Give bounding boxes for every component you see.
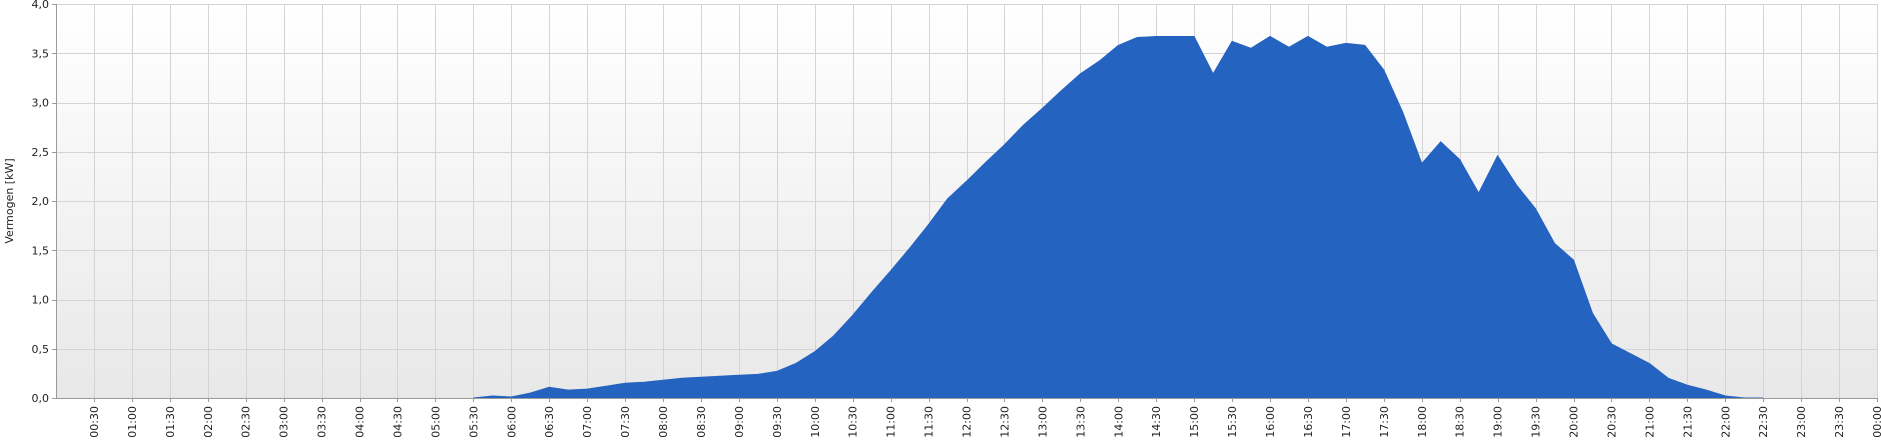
x-tick-label: 15:30: [1226, 406, 1239, 438]
x-tick-label: 03:00: [278, 406, 291, 438]
y-tick-label: 0,0: [32, 392, 50, 405]
x-tick-label: 21:00: [1643, 406, 1656, 438]
y-tick-label: 4,0: [32, 0, 50, 11]
x-tick-label: 08:30: [695, 406, 708, 438]
x-tick-label: 13:00: [1036, 406, 1049, 438]
x-tick-label: 04:00: [354, 406, 367, 438]
x-tick-label: 14:30: [1150, 406, 1163, 438]
y-tick-label: 3,5: [32, 47, 50, 60]
x-tick-label: 17:00: [1340, 406, 1353, 438]
x-tick-label: 10:00: [809, 406, 822, 438]
y-tick-label: 3,0: [32, 97, 50, 110]
x-tick-label: 22:00: [1719, 406, 1732, 438]
x-tick-label: 14:00: [1112, 406, 1125, 438]
x-tick-label: 06:30: [543, 406, 556, 438]
x-tick-label: 09:30: [771, 406, 784, 438]
x-tick-label: 12:00: [961, 406, 974, 438]
x-tick-label: 07:30: [619, 406, 632, 438]
axes: [56, 4, 1877, 399]
x-tick-label: 17:30: [1378, 406, 1391, 438]
y-tick-label: 2,0: [32, 195, 50, 208]
x-tick-label: 20:30: [1605, 406, 1618, 438]
x-tick-label: 11:30: [923, 406, 936, 438]
x-tick-label: 10:30: [847, 406, 860, 438]
x-tick-label: 23:30: [1833, 406, 1846, 438]
series-area: [473, 35, 1764, 399]
x-tick-label: 18:30: [1454, 406, 1467, 438]
series-area-path: [473, 35, 1764, 399]
x-tick-label: 01:00: [126, 406, 139, 438]
x-tick-label: 21:30: [1681, 406, 1694, 438]
x-tick-label: 02:30: [240, 406, 253, 438]
x-tick-label: 16:30: [1302, 406, 1315, 438]
y-axis-title: Vermogen [kW]: [3, 158, 16, 243]
y-tick-label: 0,5: [32, 343, 50, 356]
x-tick-label: 08:00: [657, 406, 670, 438]
x-tick-label: 09:00: [733, 406, 746, 438]
x-tick-label: 03:30: [316, 406, 329, 438]
x-tick-label: 23:00: [1795, 406, 1808, 438]
x-tick-label: 22:30: [1757, 406, 1770, 438]
y-tick-label: 2,5: [32, 146, 50, 159]
x-tick-label: 05:30: [467, 406, 480, 438]
x-tick-label: 18:00: [1416, 406, 1429, 438]
x-tick-label: 07:00: [581, 406, 594, 438]
x-tick-label: 00:30: [88, 406, 101, 438]
x-tick-label: 15:00: [1188, 406, 1201, 438]
y-tick-label: 1,5: [32, 244, 50, 257]
x-tick-labels: 00:30 01:00 01:30 02:00 02:30 03:00 03:30 04:00…: [88, 398, 1881, 438]
x-tick-label: 13:30: [1074, 406, 1087, 438]
x-tick-label: 12:30: [998, 406, 1011, 438]
x-tick-label: 06:00: [505, 406, 518, 438]
x-tick-label: 00:00: [1871, 406, 1881, 438]
x-tick-label: 01:30: [164, 406, 177, 438]
y-tick-labels: 0,0 0,5 1,0 1,5 2,0 2,5 3,0 3,5 4,0: [32, 0, 56, 405]
x-tick-label: 04:30: [391, 406, 404, 438]
x-tick-label: 19:00: [1492, 406, 1505, 438]
x-tick-label: 19:30: [1530, 406, 1543, 438]
x-tick-label: 05:00: [429, 406, 442, 438]
y-tick-label: 1,0: [32, 294, 50, 307]
x-tick-label: 16:00: [1264, 406, 1277, 438]
x-tick-label: 11:00: [885, 406, 898, 438]
x-tick-label: 20:00: [1568, 406, 1581, 438]
x-tick-label: 02:00: [202, 406, 215, 438]
